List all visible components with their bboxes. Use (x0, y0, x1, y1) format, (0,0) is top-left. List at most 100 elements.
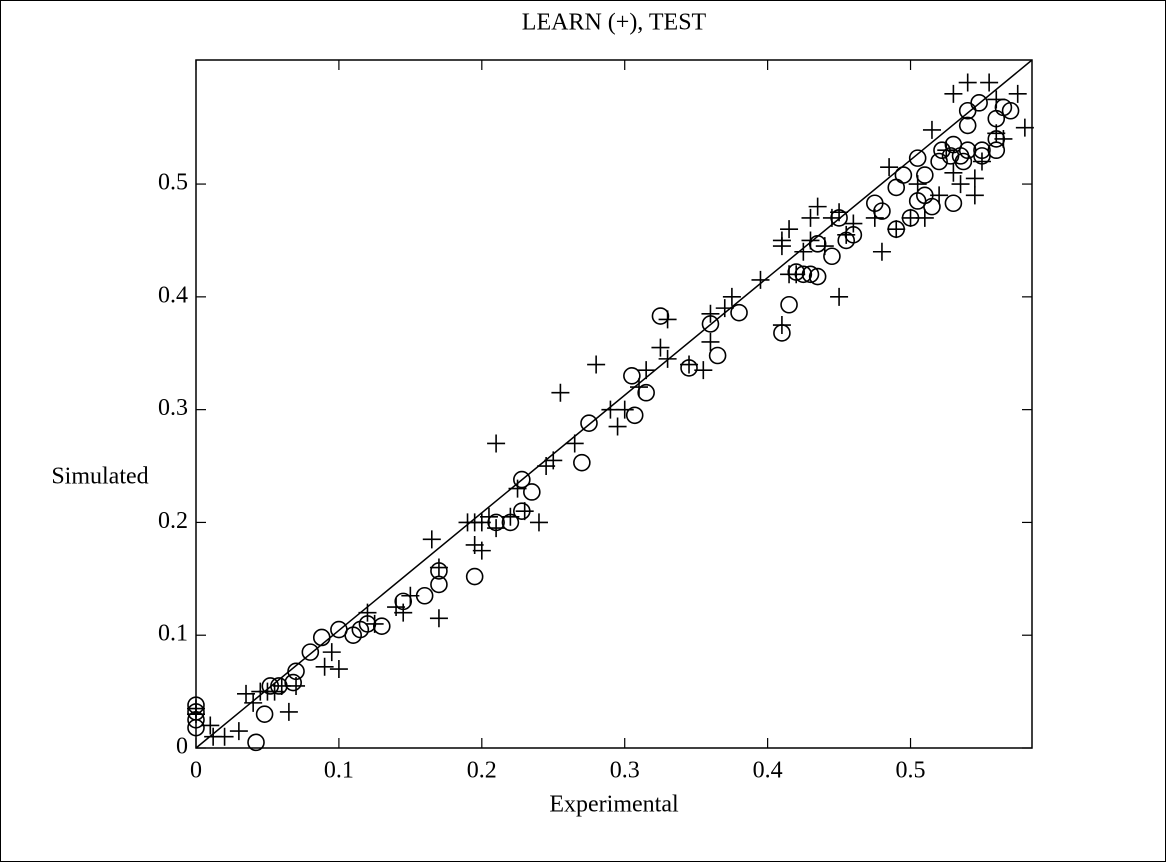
circle-marker (787, 263, 806, 281)
plus-marker (887, 220, 906, 239)
circle-marker (923, 197, 941, 216)
circle-marker (801, 265, 820, 284)
circle-marker (187, 718, 205, 737)
plus-marker (944, 84, 963, 103)
y-axis-label: Simulated (51, 464, 148, 490)
plus-marker (229, 722, 248, 741)
plus-marker (279, 702, 298, 721)
circle-marker (844, 226, 863, 244)
circle-marker (637, 383, 655, 402)
circle-marker (908, 149, 927, 167)
x-tick-label: 0.4 (753, 758, 783, 784)
x-tick-label: 0.3 (610, 758, 640, 784)
circle-marker (513, 470, 531, 489)
plus-marker (965, 169, 984, 188)
plus-marker (651, 338, 670, 357)
circle-marker (513, 502, 531, 520)
circle-marker (523, 483, 541, 501)
circle-marker (372, 617, 391, 635)
circle-marker (958, 116, 977, 135)
y-tick-label: 0.4 (158, 282, 188, 308)
plus-marker (565, 434, 584, 453)
circle-marker (287, 662, 305, 681)
circle-marker (247, 733, 265, 752)
circle-marker (187, 696, 205, 714)
circle-marker (284, 673, 302, 692)
plus-marker (658, 349, 677, 368)
circle-marker (487, 513, 505, 532)
y-tick-label: 0 (176, 734, 188, 760)
plus-marker (508, 479, 527, 498)
circle-marker (894, 166, 913, 184)
plus-marker (608, 417, 627, 436)
plus-marker (830, 287, 849, 306)
circle-marker (887, 220, 906, 238)
circle-marker (808, 235, 827, 253)
circle-marker (773, 324, 791, 342)
plus-marker (994, 129, 1013, 148)
circle-marker (701, 315, 720, 333)
circle-marker (680, 359, 698, 377)
circle-marker (270, 677, 288, 695)
circle-marker (973, 141, 991, 160)
plus-marker (965, 186, 984, 205)
circle-marker (651, 307, 670, 325)
y-tick-label: 0.2 (158, 508, 188, 534)
circle-marker (255, 705, 274, 723)
circle-marker (187, 711, 205, 729)
plus-marker (751, 270, 770, 289)
circle-marker (430, 575, 448, 594)
plus-marker (529, 513, 548, 532)
plus-marker (801, 208, 820, 227)
y-tick-label: 0.3 (158, 395, 188, 421)
x-tick-label: 0.1 (324, 758, 354, 784)
circle-marker (730, 303, 748, 322)
plus-marker (980, 73, 999, 92)
circle-marker (415, 586, 434, 605)
plus-marker (587, 355, 606, 374)
circle-marker (930, 152, 948, 171)
plus-marker (872, 242, 891, 261)
circle-marker (808, 267, 827, 286)
circle-marker (358, 615, 377, 633)
plus-marker (715, 299, 734, 318)
plus-marker (394, 603, 413, 622)
circle-marker (794, 265, 813, 284)
circle-marker (987, 141, 1006, 160)
plus-marker (487, 434, 506, 453)
plus-marker (630, 378, 649, 397)
chart-title: LEARN (+), TEST (522, 10, 707, 36)
y-tick-label: 0.5 (158, 170, 188, 196)
circle-marker (501, 513, 520, 532)
circle-marker (465, 567, 484, 586)
plus-marker (479, 507, 498, 526)
plus-marker (701, 332, 720, 351)
plus-marker (880, 158, 899, 177)
circle-marker (580, 414, 598, 432)
circle-marker (708, 346, 727, 365)
plus-marker (429, 558, 448, 577)
circle-marker (944, 194, 963, 213)
plus-marker (244, 693, 263, 712)
plus-marker (722, 287, 741, 306)
circle-marker (901, 209, 920, 227)
plus-marker (958, 73, 977, 92)
plus-marker (701, 304, 720, 323)
plus-marker (329, 660, 348, 679)
circle-marker (625, 406, 644, 425)
x-axis-label: Experimental (549, 792, 679, 818)
circle-marker (780, 295, 798, 314)
plus-marker (680, 355, 699, 374)
x-tick-label: 0.2 (467, 758, 497, 784)
circle-marker (312, 628, 331, 647)
circle-marker (823, 247, 841, 266)
identity-line (195, 59, 1033, 749)
circle-marker (301, 643, 320, 661)
circle-marker (916, 166, 934, 184)
plus-marker (429, 609, 448, 628)
plus-marker (544, 451, 563, 470)
plus-marker (780, 220, 799, 239)
